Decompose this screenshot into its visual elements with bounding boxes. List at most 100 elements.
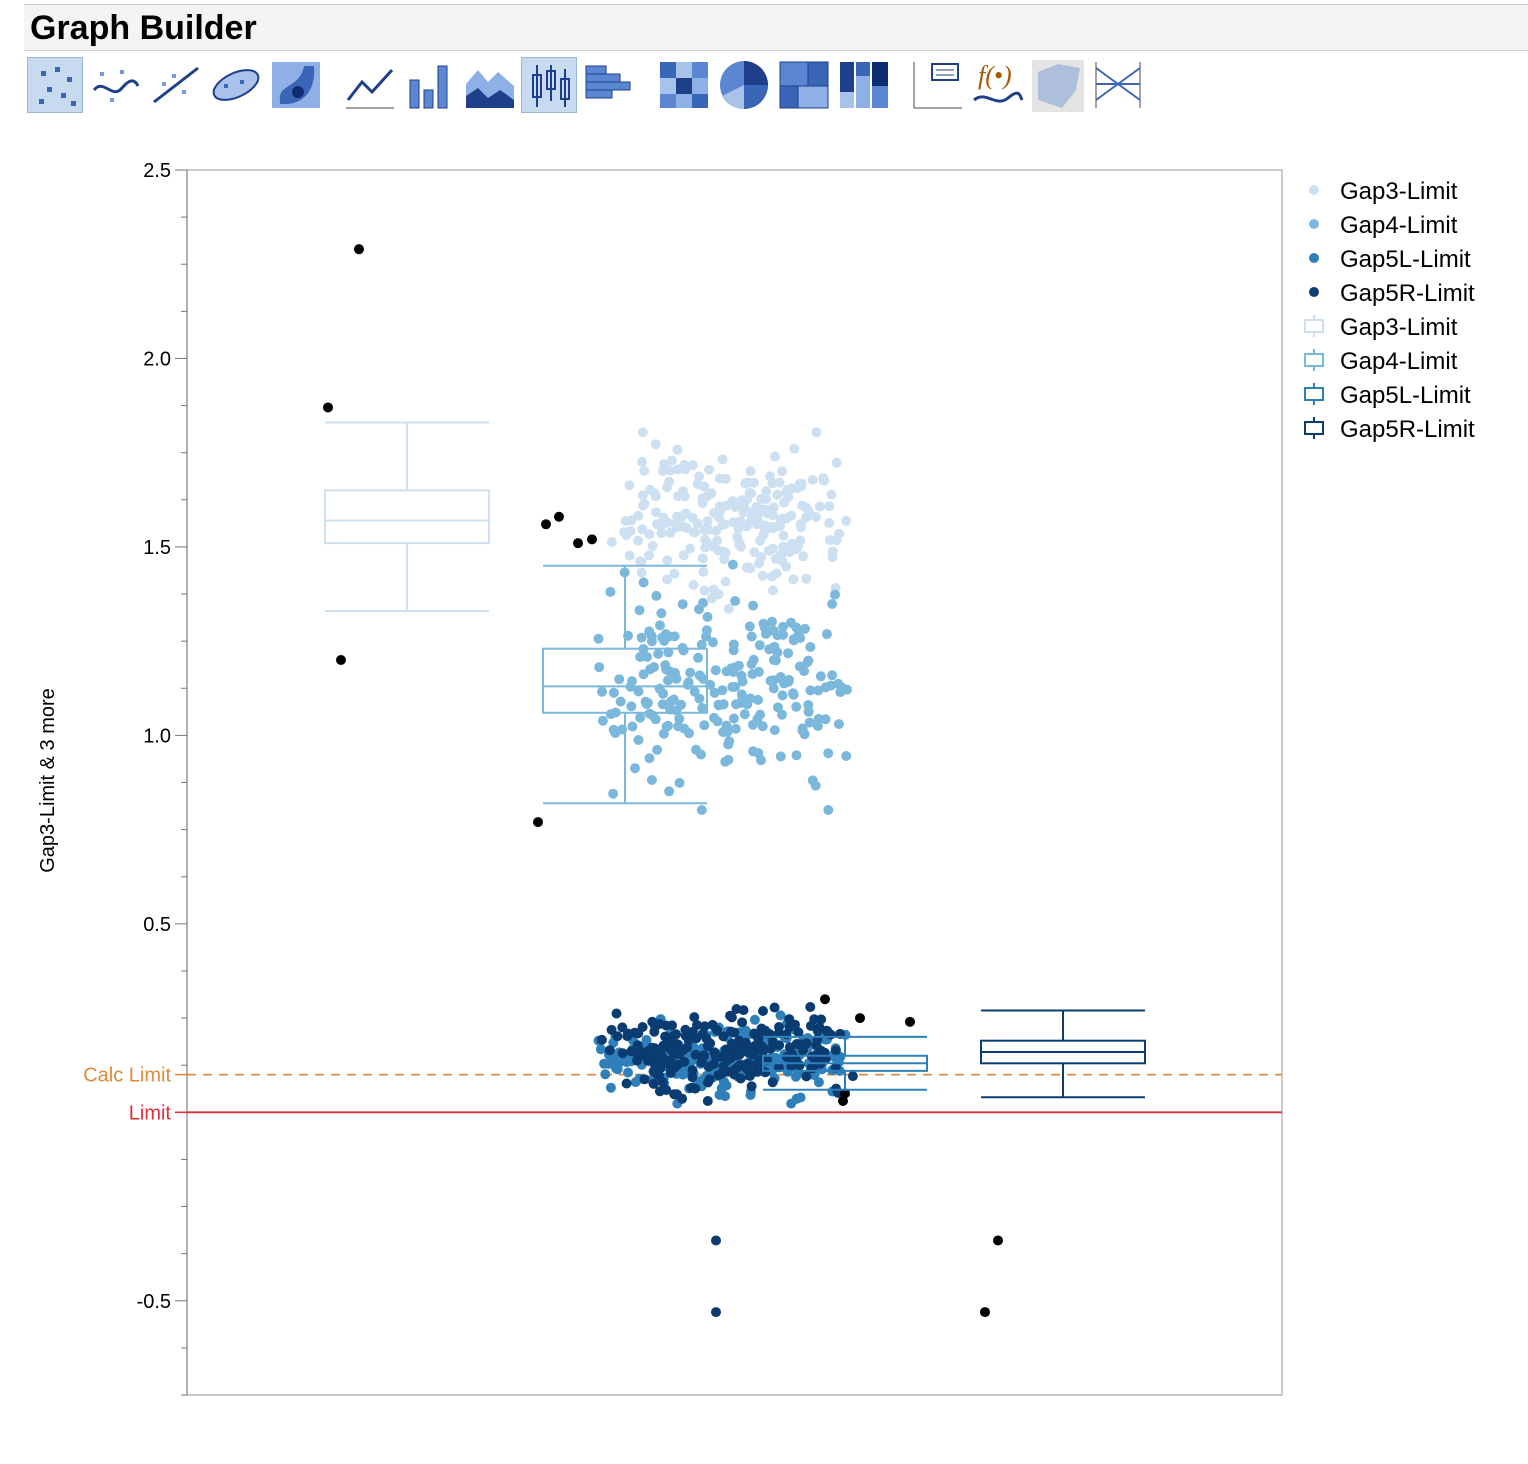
data-point-gap5r: [692, 1020, 702, 1030]
box-plot-gap5r: [980, 1009, 1146, 1099]
outlier-point-gap5r: [855, 1013, 865, 1024]
outlier-point-gap3: [323, 402, 333, 413]
smoother-button[interactable]: [87, 57, 143, 113]
area-button[interactable]: [461, 57, 517, 113]
data-point-gap5r: [649, 1066, 659, 1077]
formula-button[interactable]: f(•): [969, 57, 1025, 113]
histogram-button[interactable]: [581, 57, 637, 113]
data-point-gap5r: [617, 1048, 628, 1059]
data-point-gap3: [788, 574, 799, 585]
box-plot-button[interactable]: [521, 57, 577, 113]
legend-marker-box: [1304, 319, 1324, 333]
legend-marker-point: [1309, 185, 1319, 195]
data-point-gap5r: [713, 1070, 724, 1081]
treemap-icon: [779, 61, 829, 109]
points-button[interactable]: [27, 57, 83, 113]
data-point-gap4: [685, 667, 696, 678]
data-point-gap5r: [596, 1034, 607, 1045]
data-point-gap3: [685, 543, 695, 554]
y-tick-label: 0.5: [143, 914, 171, 936]
data-point-gap3: [783, 492, 794, 502]
pie-button[interactable]: [715, 57, 771, 113]
contour-button[interactable]: [267, 57, 323, 113]
legend-label: Gap4-Limit: [1340, 212, 1458, 239]
data-point-gap5r: [769, 1002, 780, 1013]
data-point-gap3: [745, 466, 756, 477]
outlier-point-gap5r: [840, 1088, 850, 1099]
data-point-gap3: [831, 457, 842, 468]
data-point-gap4: [753, 694, 763, 705]
data-point-gap4: [805, 685, 816, 696]
data-point-gap3: [636, 567, 647, 578]
parallel-button[interactable]: [1089, 57, 1145, 113]
data-point-gap3: [672, 444, 683, 455]
y-tick-label: -0.5: [137, 1291, 171, 1313]
line-button[interactable]: [341, 57, 397, 113]
data-point-gap4: [768, 683, 779, 694]
map-shapes-button[interactable]: [1029, 57, 1085, 113]
data-point-gap5l: [775, 1010, 786, 1021]
data-point-gap5r: [699, 1021, 710, 1032]
data-point-gap4: [630, 763, 640, 774]
svg-text:f(•): f(•): [978, 61, 1012, 90]
data-point-gap5l: [621, 1057, 632, 1068]
data-point-gap4: [746, 631, 757, 642]
data-point-gap3: [736, 541, 746, 552]
map-shapes-icon: [1032, 60, 1084, 112]
data-point-gap4: [674, 777, 685, 788]
data-point-gap3: [819, 475, 830, 486]
heatmap-button[interactable]: [655, 57, 711, 113]
histogram-icon: [585, 65, 631, 99]
treemap-button[interactable]: [775, 57, 831, 113]
legend-label: Gap5R-Limit: [1340, 280, 1475, 307]
data-point-gap4: [663, 675, 673, 686]
data-point-gap4: [791, 750, 802, 761]
box-plot-gap4: [542, 564, 708, 805]
data-point-gap4: [830, 589, 840, 600]
data-point-gap3: [794, 478, 805, 489]
data-point-gap4: [646, 636, 657, 647]
data-point-gap4: [759, 622, 770, 633]
data-point-gap3: [789, 443, 800, 454]
data-point-gap3: [699, 525, 710, 535]
data-point-gap5r: [847, 1071, 858, 1082]
data-point-gap3: [650, 439, 661, 450]
data-point-gap3: [701, 491, 712, 502]
data-point-gap4: [778, 621, 788, 632]
data-point-gap4: [626, 701, 637, 712]
legend-marker-box: [1304, 387, 1324, 401]
data-point-gap3: [719, 554, 730, 565]
data-point-gap4: [638, 577, 649, 588]
bar-button[interactable]: [401, 57, 457, 113]
data-point-gap4: [697, 703, 708, 713]
outlier-point-gap3: [554, 511, 564, 522]
data-point-gap3: [720, 473, 731, 484]
data-point-gap5r: [632, 1040, 643, 1051]
data-point-gap5r: [661, 1020, 672, 1031]
data-point-gap4: [775, 751, 786, 762]
data-point-gap3: [768, 585, 778, 596]
data-point-gap3: [824, 501, 835, 512]
data-point-gap4: [674, 713, 685, 724]
data-point-gap4: [712, 716, 723, 727]
data-point-gap5r: [725, 1010, 735, 1021]
ellipse-button[interactable]: [207, 57, 263, 113]
data-point-gap3: [824, 535, 835, 546]
data-point-gap3: [692, 518, 703, 529]
data-point-gap4: [841, 751, 852, 761]
line-of-fit-button[interactable]: [147, 57, 203, 113]
data-point-gap5r: [742, 1058, 753, 1069]
data-point-gap5r: [726, 1026, 736, 1037]
data-point-gap5r: [745, 1066, 755, 1077]
mosaic-button[interactable]: [835, 57, 891, 113]
data-point-gap3: [662, 482, 673, 493]
data-point-gap3: [767, 510, 778, 521]
data-point-gap4: [813, 685, 824, 696]
caption-box-button[interactable]: [909, 57, 965, 113]
data-point-gap3: [717, 454, 728, 465]
data-point-gap4: [694, 670, 705, 681]
data-point-gap3: [767, 543, 778, 554]
data-point-gap5l: [786, 1098, 797, 1109]
formula-icon: f(•): [973, 61, 1024, 103]
data-point-gap5r: [758, 1006, 768, 1016]
